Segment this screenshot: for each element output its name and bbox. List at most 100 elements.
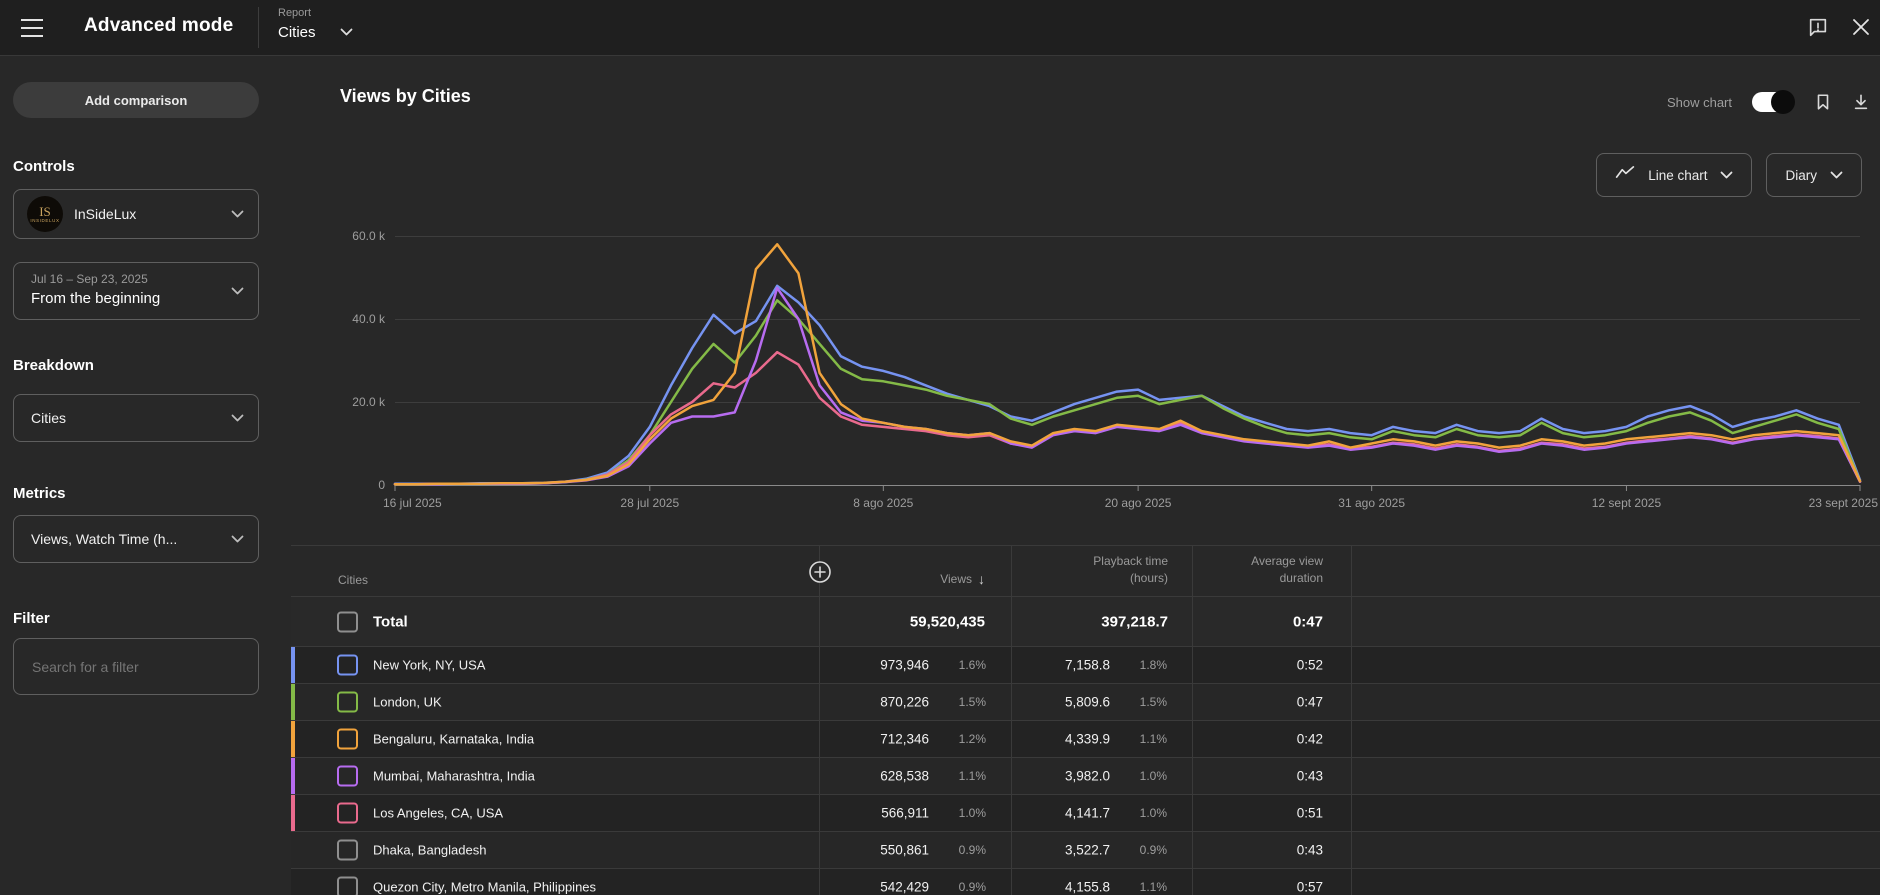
playback-percent: 1.5% [1139, 695, 1167, 709]
download-icon[interactable] [1852, 92, 1870, 112]
views-value: 870,226 [880, 694, 929, 710]
total-avg-duration: 0:47 [1292, 613, 1323, 630]
x-tick-label: 23 sept 2025 [1809, 496, 1879, 510]
avg-duration-value: 0:57 [1296, 879, 1323, 895]
playback-value: 7,158.8 [1064, 657, 1110, 673]
views-percent: 0.9% [958, 843, 986, 857]
line-chart-icon [1615, 166, 1635, 184]
x-tick-label: 31 ago 2025 [1338, 496, 1405, 510]
city-label: Bengaluru, Karnataka, India [373, 731, 535, 747]
playback-percent: 1.1% [1139, 880, 1167, 894]
total-label: Total [373, 613, 408, 630]
report-selector[interactable]: Report Cities [278, 6, 353, 50]
table-body: New York, NY, USA 973,946 1.6% 7,158.8 1.8% 0… [291, 647, 1880, 895]
sort-desc-icon: ↓ [978, 571, 985, 587]
row-color-bar [291, 684, 295, 720]
table-row[interactable]: Quezon City, Metro Manila, Philippines 54… [291, 869, 1880, 895]
report-value: Cities [278, 23, 316, 41]
row-checkbox[interactable] [337, 691, 358, 713]
table-total-row[interactable]: Total 59,520,435 397,218.7 0:47 [291, 597, 1880, 647]
toggle-knob [1771, 90, 1795, 114]
channel-select[interactable]: IS INSIDELUX InSideLux [13, 189, 259, 239]
show-chart-label: Show chart [1666, 94, 1732, 110]
x-tick-label: 16 jul 2025 [383, 496, 442, 510]
playback-percent: 1.0% [1139, 769, 1167, 783]
row-checkbox[interactable] [337, 876, 358, 895]
top-bar: Advanced mode Report Cities [0, 0, 1880, 56]
row-color-bar [291, 832, 295, 868]
table-row[interactable]: Los Angeles, CA, USA 566,911 1.0% 4,141.7 1.… [291, 795, 1880, 832]
filter-search-input[interactable] [13, 638, 259, 695]
breakdown-heading: Breakdown [13, 357, 94, 374]
views-percent: 1.6% [958, 658, 986, 672]
avg-duration-value: 0:43 [1296, 842, 1323, 858]
table-row[interactable]: Mumbai, Maharashtra, India 628,538 1.1% 3,9… [291, 758, 1880, 795]
total-checkbox[interactable] [337, 611, 358, 632]
chart-options: Line chart Diary [1596, 153, 1862, 197]
avg-duration-value: 0:42 [1296, 731, 1323, 747]
avg-duration-value: 0:47 [1296, 694, 1323, 710]
table-row[interactable]: London, UK 870,226 1.5% 5,809.6 1.5% 0:47 [291, 684, 1880, 721]
table-row[interactable]: Dhaka, Bangladesh 550,861 0.9% 3,522.7 0.9% 0… [291, 832, 1880, 869]
show-chart-toggle[interactable] [1752, 90, 1795, 114]
chevron-down-icon [231, 530, 244, 548]
views-percent: 1.1% [958, 769, 986, 783]
playback-percent: 0.9% [1139, 843, 1167, 857]
table-header-row: Cities Views ↓ Playback time (hours) Ave… [291, 545, 1880, 597]
views-value: 566,911 [881, 805, 929, 821]
controls-sidebar: Add comparison Controls IS INSIDELUX InS… [0, 56, 266, 895]
granularity-select[interactable]: Diary [1766, 153, 1862, 197]
chart-title: Views by Cities [340, 86, 471, 106]
x-tick-label: 20 ago 2025 [1105, 496, 1172, 510]
y-tick-label: 20.0 k [352, 395, 386, 409]
playback-value: 4,339.9 [1064, 731, 1110, 747]
bookmark-icon[interactable] [1814, 92, 1832, 112]
column-header-views[interactable]: Views ↓ [940, 571, 985, 587]
column-header-avg-duration: Average view duration [1251, 554, 1323, 586]
avg-duration-value: 0:43 [1296, 768, 1323, 784]
row-color-bar [291, 647, 295, 683]
breakdown-select[interactable]: Cities [13, 394, 259, 442]
avg-duration-value: 0:52 [1296, 657, 1323, 673]
metrics-value: Views, Watch Time (h... [31, 531, 178, 547]
menu-icon[interactable] [20, 17, 46, 39]
chevron-down-icon [1830, 166, 1843, 184]
city-label: Los Angeles, CA, USA [373, 805, 504, 821]
views-percent: 1.2% [958, 732, 986, 746]
y-tick-label: 0 [378, 478, 385, 492]
row-checkbox[interactable] [337, 728, 358, 750]
date-preset-text: From the beginning [31, 290, 161, 307]
row-checkbox[interactable] [337, 765, 358, 787]
row-checkbox[interactable] [337, 802, 358, 824]
chevron-down-icon [231, 409, 244, 427]
x-tick-label: 8 ago 2025 [853, 496, 913, 510]
add-comparison-button[interactable]: Add comparison [13, 82, 259, 118]
row-checkbox[interactable] [337, 654, 358, 676]
table-row[interactable]: Bengaluru, Karnataka, India 712,346 1.2% 4,… [291, 721, 1880, 758]
series-line [393, 284, 1862, 486]
city-label: Dhaka, Bangladesh [373, 842, 487, 858]
playback-percent: 1.1% [1139, 732, 1167, 746]
date-range-select[interactable]: Jul 16 – Sep 23, 2025 From the beginning [13, 262, 259, 320]
chevron-down-icon [1720, 166, 1733, 184]
views-value: 542,429 [880, 879, 929, 895]
table-row[interactable]: New York, NY, USA 973,946 1.6% 7,158.8 1.8% 0… [291, 647, 1880, 684]
column-header-playback-time: Playback time (hours) [1093, 554, 1168, 586]
x-tick-label: 12 sept 2025 [1592, 496, 1662, 510]
chart-type-select[interactable]: Line chart [1596, 153, 1753, 197]
chart-type-value: Line chart [1648, 167, 1708, 183]
x-tick-label: 28 jul 2025 [620, 496, 679, 510]
metrics-select[interactable]: Views, Watch Time (h... [13, 515, 259, 563]
filter-heading: Filter [13, 610, 50, 627]
row-color-bar [291, 721, 295, 757]
playback-value: 4,141.7 [1064, 805, 1110, 821]
row-checkbox[interactable] [337, 839, 358, 861]
playback-value: 4,155.8 [1064, 879, 1110, 895]
views-line-chart: 0 20.0 k 40.0 k 60.0 k 16 jul 2025 28 jul 202… [352, 229, 1879, 510]
add-metric-column-icon[interactable] [808, 560, 832, 584]
topbar-divider [258, 7, 259, 48]
feedback-icon[interactable] [1806, 15, 1830, 39]
city-label: Quezon City, Metro Manila, Philippines [373, 879, 597, 895]
close-icon[interactable] [1850, 16, 1872, 38]
